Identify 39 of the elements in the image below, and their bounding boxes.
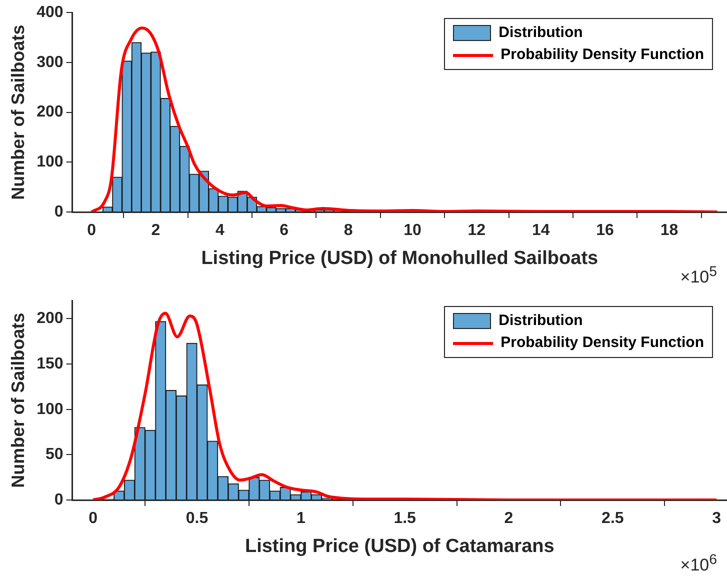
x-tick-label: 1 [296,510,306,528]
y-axis-title: Number of Sailboats [8,24,28,200]
x-tick-label: 6 [280,222,289,240]
x-tick-label: 8 [344,222,353,240]
line-series [90,26,719,212]
x-axis-title: Listing Price (USD) of Catamarans [244,536,554,557]
x-tick-label: 0.5 [186,510,208,528]
y-tick-label: 200 [36,104,64,121]
legend-label: Probability Density Function [500,333,704,353]
y-axis-title: Number of Sailboats [8,312,28,488]
x-tick-label: 4 [215,222,224,240]
x-tick-label: 12 [468,222,486,240]
text: ×10$^{6}$ [680,552,717,576]
y-tick-label: 200 [36,310,64,328]
text: ×10$^{5}$ [680,264,717,288]
x-tick-label: 0 [88,510,98,528]
y-tick-label: 400 [36,4,64,22]
x-tick-label: 0 [87,222,96,240]
x-tick-label: 2.5 [602,510,624,528]
legend-label: Probability Density Function [500,45,704,65]
x-tick-label: 10 [404,222,422,240]
y-tick-label: 100 [36,400,64,418]
x-tick-label: 14 [532,222,550,240]
x-tick-label: 3 [712,510,722,528]
x-tick-label: 18 [660,222,678,240]
line-series [92,312,718,500]
x-tick-label: 2 [151,222,160,240]
y-tick-label: 0 [54,203,64,220]
y-tick-label: 0 [54,491,64,508]
x-tick-label: 16 [596,222,614,240]
x-tick-label: 1.5 [394,510,416,528]
y-tick-label: 300 [36,54,64,71]
y-tick-label: 150 [36,355,64,372]
legend-label: Distribution [498,23,583,43]
x-axis-title: Listing Price (USD) of Monohulled Sailboats [201,248,598,269]
y-tick-label: 100 [36,154,64,171]
x-tick-label: 2 [504,510,514,528]
y-tick-label: 50 [46,446,64,464]
legend-label: Distribution [498,311,583,331]
